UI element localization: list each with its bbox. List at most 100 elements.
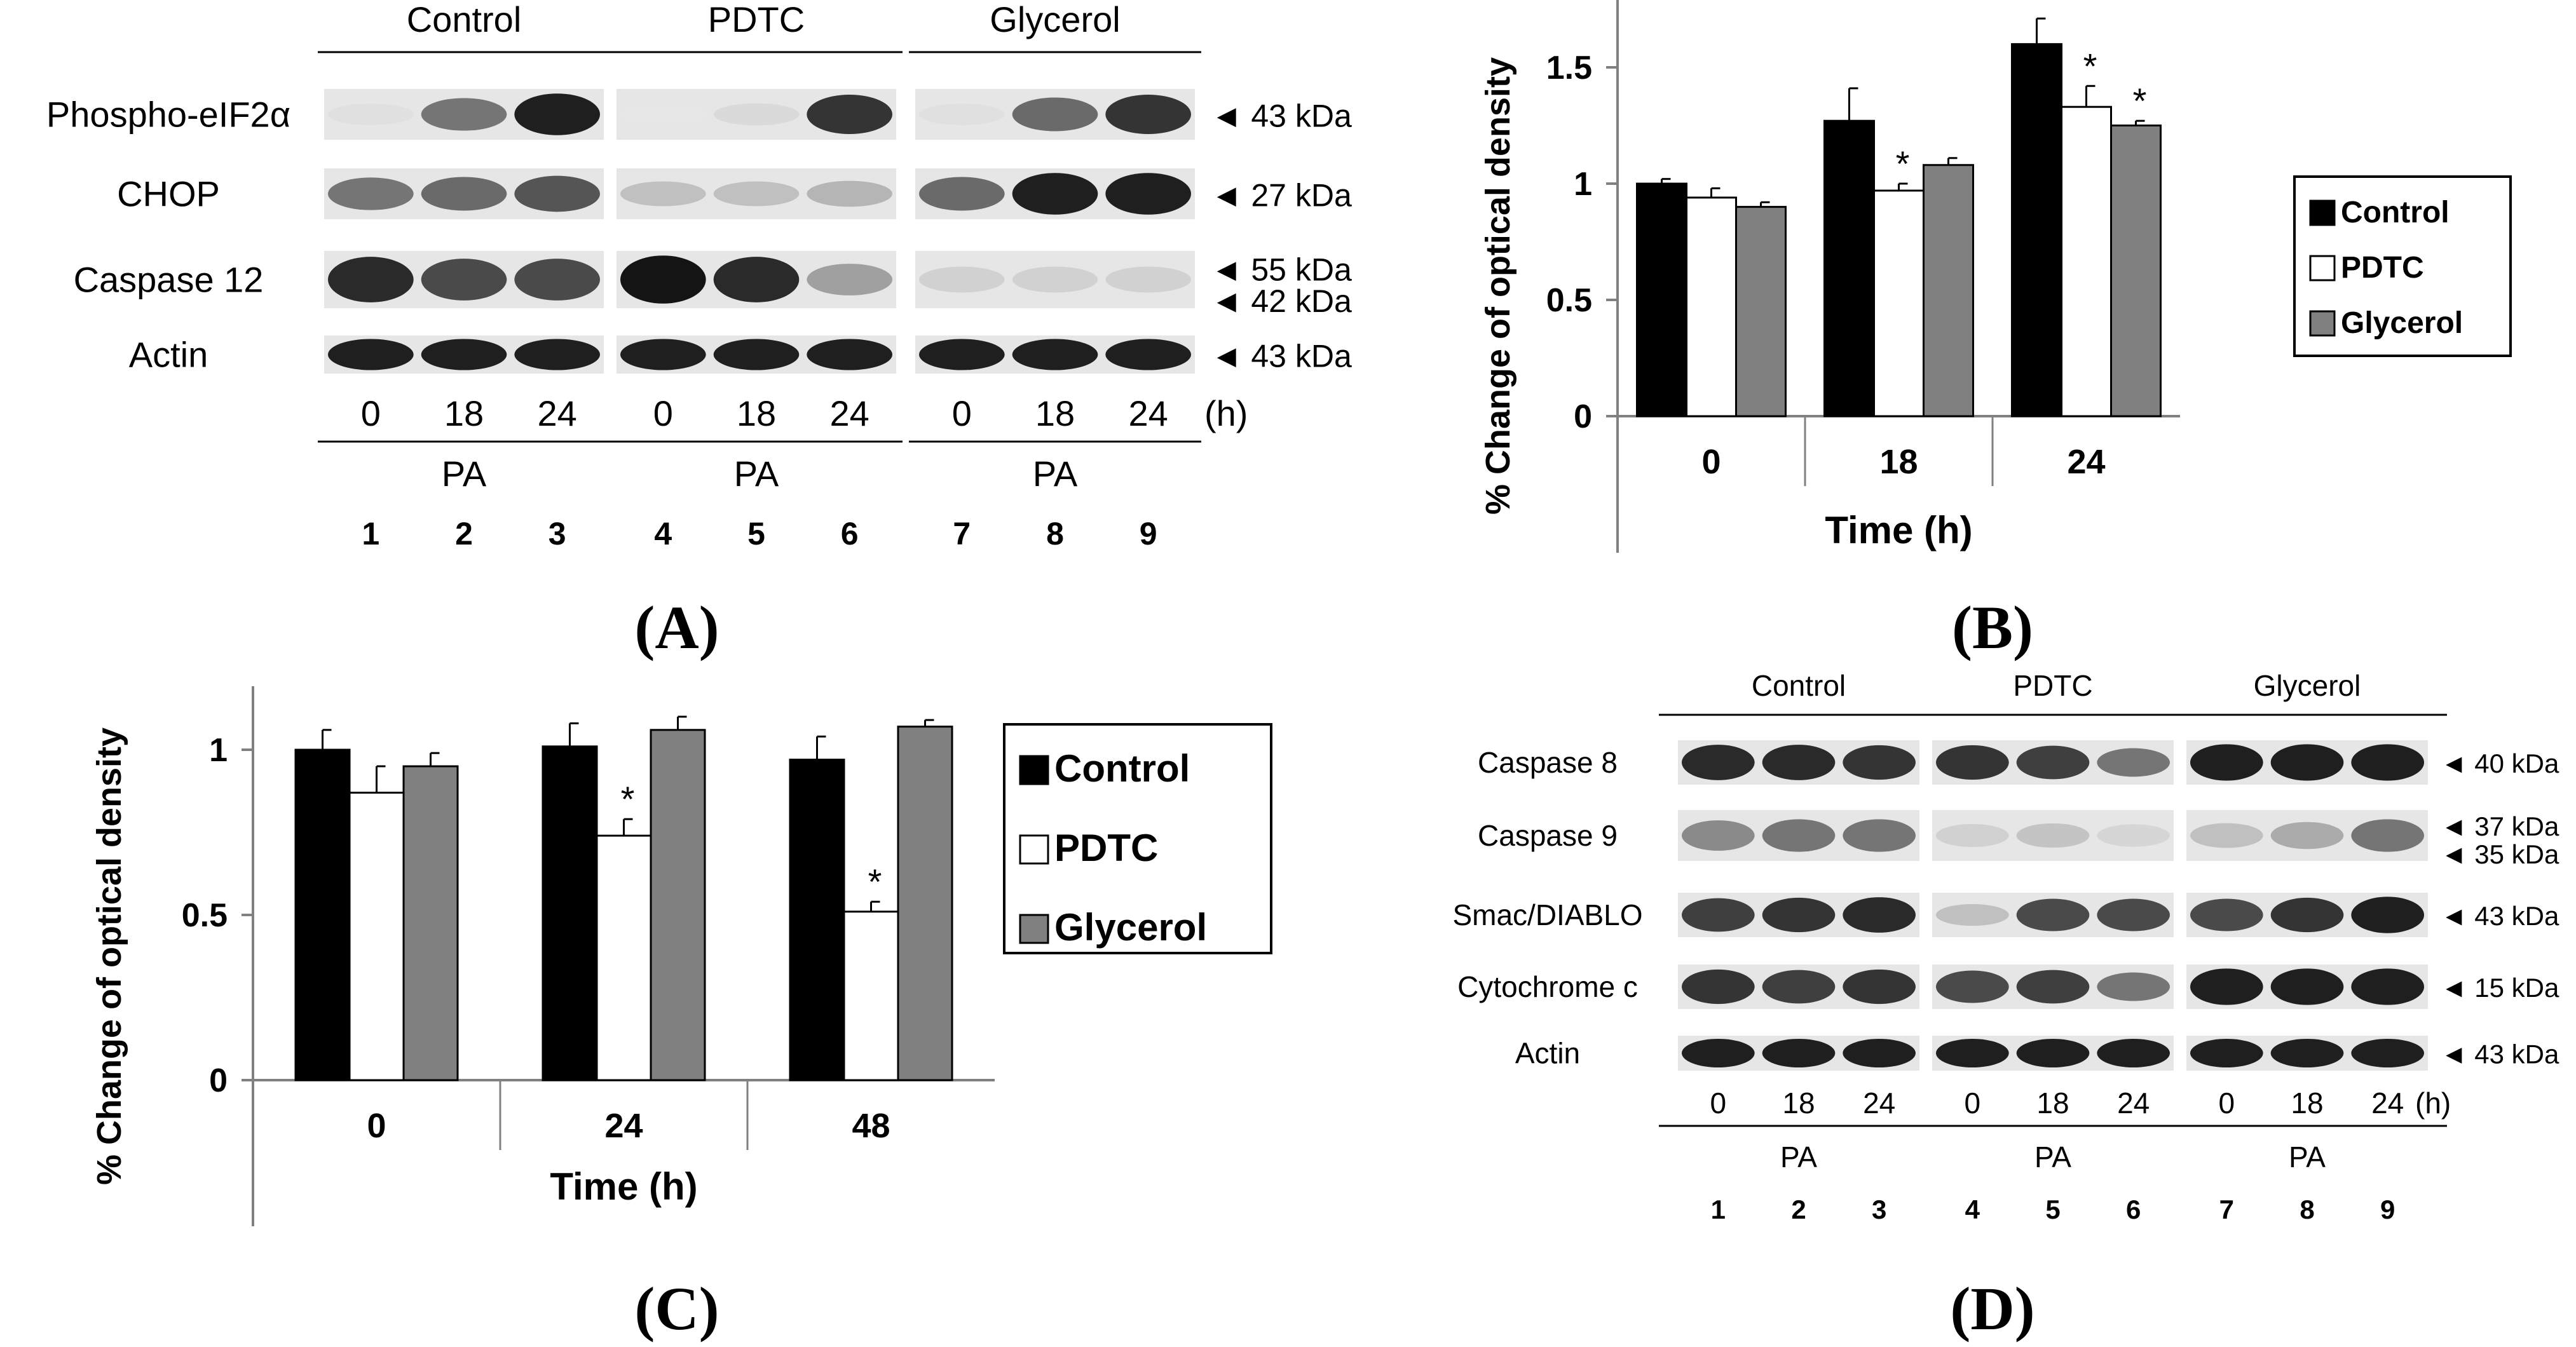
band bbox=[2016, 970, 2090, 1004]
x-tick-label: 0 bbox=[367, 1107, 386, 1145]
band bbox=[2270, 744, 2344, 781]
band bbox=[1936, 970, 2009, 1003]
band bbox=[514, 175, 601, 212]
kda-marker: ◄ 37 kDa bbox=[2441, 811, 2559, 841]
panel-a-western-blot: Control PDTC Glycerol Phospho-eIF2α ◄ 43 kDa… bbox=[46, 0, 1352, 552]
band bbox=[2097, 748, 2171, 777]
panel-b-label: (B) bbox=[1952, 593, 2033, 661]
panel-b-bar-chart: 0 0.5 1 1.5 0 18 24 * * * Time (h) % Change of opti… bbox=[1479, 0, 2512, 553]
y-tick-label: 1.5 bbox=[1546, 50, 1592, 86]
band bbox=[1843, 819, 1916, 852]
band bbox=[1682, 1039, 1755, 1067]
time-point-label: 18 bbox=[444, 393, 484, 433]
band bbox=[2351, 744, 2425, 781]
band bbox=[328, 257, 414, 302]
kda-marker: ◄ 42 kDa bbox=[1211, 283, 1352, 319]
band bbox=[1936, 904, 2009, 926]
kda-marker: ◄ 15 kDa bbox=[2441, 973, 2559, 1003]
kda-marker: ◄ 43 kDa bbox=[2441, 1039, 2559, 1069]
band bbox=[1682, 820, 1755, 851]
legend-swatch bbox=[1019, 914, 1049, 944]
band bbox=[1012, 266, 1098, 293]
bar-control bbox=[2011, 43, 2062, 417]
band bbox=[2270, 897, 2344, 933]
lane-number: 6 bbox=[2126, 1195, 2141, 1224]
bar-pdtc bbox=[843, 910, 899, 1081]
x-tick-label: 24 bbox=[604, 1107, 643, 1145]
bar-pdtc bbox=[1686, 196, 1737, 417]
time-point-label: 0 bbox=[2219, 1086, 2235, 1120]
time-point-label: 18 bbox=[1782, 1086, 1815, 1120]
band bbox=[2016, 823, 2090, 848]
band bbox=[1012, 339, 1098, 370]
x-tick-label: 18 bbox=[1879, 443, 1918, 481]
lane-number: 4 bbox=[1965, 1195, 1980, 1224]
treatment-label: PA bbox=[2034, 1141, 2071, 1174]
time-point-label: 18 bbox=[2291, 1086, 2323, 1120]
band bbox=[1843, 897, 1916, 933]
band bbox=[620, 181, 706, 206]
group-label: PDTC bbox=[708, 0, 805, 39]
band bbox=[1936, 823, 2009, 848]
bar-pdtc bbox=[1873, 189, 1925, 417]
band bbox=[620, 104, 706, 125]
lane-number: 6 bbox=[841, 516, 859, 552]
band bbox=[1843, 745, 1916, 780]
band bbox=[328, 104, 414, 125]
band bbox=[1936, 745, 2009, 780]
band bbox=[2270, 968, 2344, 1005]
y-axis-title: % Change of optical density bbox=[90, 728, 128, 1185]
band bbox=[1936, 1039, 2009, 1067]
significance-star: * bbox=[621, 779, 635, 819]
group-label: PDTC bbox=[2013, 669, 2092, 702]
x-tick-label: 24 bbox=[2067, 443, 2105, 481]
bar-pdtc bbox=[596, 834, 652, 1081]
significance-star: * bbox=[2133, 81, 2147, 121]
lane-number: 4 bbox=[654, 516, 672, 552]
time-point-label: 0 bbox=[1965, 1086, 1981, 1120]
x-axis-title: Time (h) bbox=[550, 1165, 697, 1208]
group-label: Glycerol bbox=[2254, 669, 2361, 702]
protein-label: Smac/DIABLO bbox=[1452, 898, 1642, 931]
bar-glycerol bbox=[402, 765, 459, 1081]
band bbox=[328, 177, 414, 210]
lane-number: 9 bbox=[2380, 1195, 2395, 1224]
legend-swatch bbox=[2309, 310, 2336, 337]
lane-number: 1 bbox=[362, 516, 379, 552]
kda-marker: ◄ 43 kDa bbox=[2441, 901, 2559, 931]
lane-number: 9 bbox=[1140, 516, 1157, 552]
band bbox=[919, 104, 1005, 125]
band bbox=[807, 264, 892, 295]
protein-label: Cytochrome c bbox=[1457, 970, 1638, 1003]
bar-glycerol bbox=[2110, 125, 2162, 417]
legend-label: PDTC bbox=[2341, 251, 2424, 285]
time-unit-label: (h) bbox=[1204, 393, 1248, 433]
band bbox=[2097, 1039, 2171, 1067]
band bbox=[2351, 897, 2425, 933]
time-point-label: 0 bbox=[653, 393, 673, 433]
band bbox=[2097, 898, 2171, 931]
legend-swatch bbox=[1019, 834, 1049, 865]
band bbox=[514, 93, 601, 135]
band bbox=[620, 339, 706, 370]
kda-marker: ◄ 40 kDa bbox=[2441, 748, 2559, 778]
time-unit-label: (h) bbox=[2415, 1086, 2451, 1120]
protein-label: Caspase 9 bbox=[1478, 819, 1618, 852]
band bbox=[1105, 173, 1191, 215]
kda-marker: ◄ 43 kDa bbox=[1211, 339, 1352, 374]
panel-c-bar-chart: 0 0.5 1 0 24 48 * * Time (h) % Change of optical … bbox=[90, 686, 1272, 1226]
legend-label: Glycerol bbox=[2341, 306, 2463, 340]
bar-control bbox=[1636, 182, 1687, 417]
y-tick-label: 0.5 bbox=[182, 897, 228, 934]
treatment-label: PA bbox=[442, 454, 487, 494]
legend-label: PDTC bbox=[1054, 827, 1158, 869]
band bbox=[1105, 95, 1191, 134]
legend-swatch bbox=[1019, 755, 1049, 785]
time-point-label: 24 bbox=[1863, 1086, 1895, 1120]
band bbox=[807, 180, 892, 207]
time-point-label: 18 bbox=[2036, 1086, 2069, 1120]
group-label: Control bbox=[1752, 669, 1846, 702]
group-label: Control bbox=[407, 0, 522, 39]
band bbox=[1105, 266, 1191, 293]
kda-marker: ◄ 27 kDa bbox=[1211, 178, 1352, 213]
